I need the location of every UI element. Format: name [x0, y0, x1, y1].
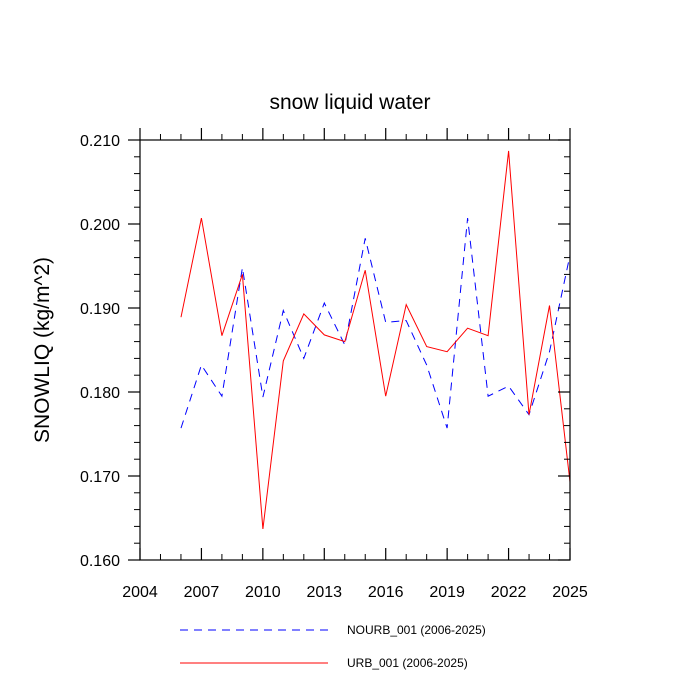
x-tick-label: 2004 [122, 584, 158, 601]
plot-frame [139, 139, 571, 561]
x-tick-label: 2016 [368, 584, 404, 601]
y-tick-label: 0.160 [80, 553, 120, 570]
plot-area [180, 150, 571, 529]
y-tick-label: 0.180 [80, 385, 120, 402]
y-tick-label: 0.210 [80, 133, 120, 150]
legend-label: NOURB_001 (2006-2025) [347, 623, 486, 637]
x-tick-label: 2019 [429, 584, 465, 601]
series-line-nourb [180, 218, 571, 429]
x-tick-label: 2025 [552, 584, 588, 601]
legend: NOURB_001 (2006-2025) URB_001 (2006-2025) [180, 623, 486, 670]
y-tick-label: 0.190 [80, 301, 120, 318]
axis-ticks: 2004 2007 2010 2013 2016 2019 2022 2025 0.160 0.1… [80, 128, 588, 601]
x-tick-label: 2022 [491, 584, 527, 601]
legend-label: URB_001 (2006-2025) [347, 656, 468, 670]
y-tick-label: 0.200 [80, 217, 120, 234]
y-tick-label: 0.170 [80, 469, 120, 486]
x-tick-label: 2013 [306, 584, 342, 601]
x-tick-label: 2010 [245, 584, 281, 601]
y-axis-label: SNOWLIQ (kg/m^2) [31, 257, 54, 443]
series-line-urb [180, 150, 571, 529]
x-tick-label: 2007 [184, 584, 220, 601]
chart-title: snow liquid water [269, 91, 430, 114]
